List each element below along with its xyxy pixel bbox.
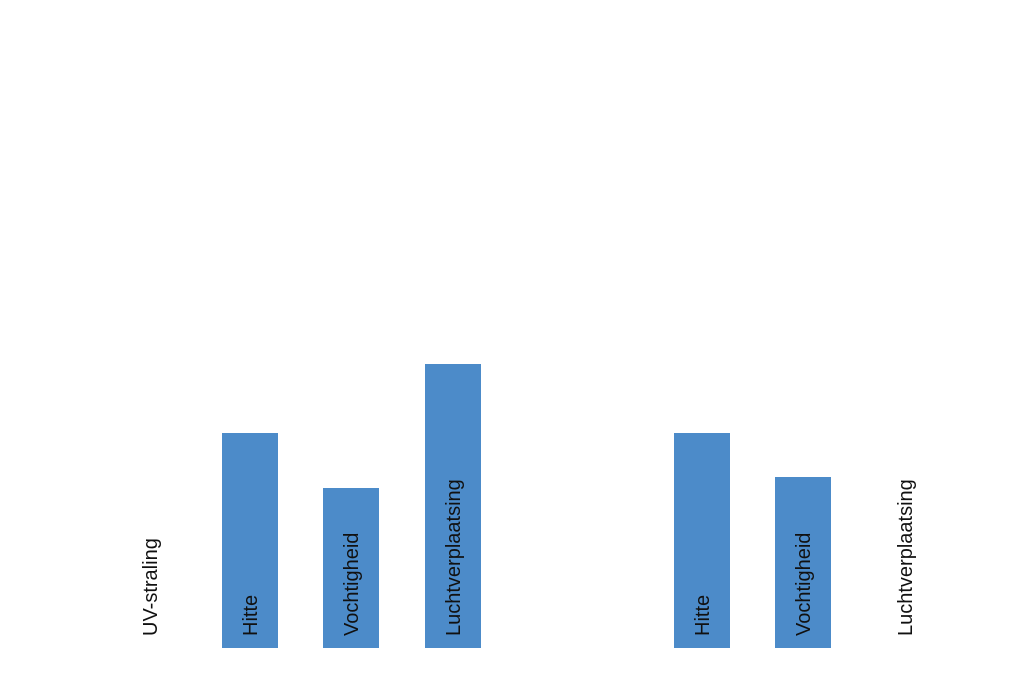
bar-1-0 <box>674 433 730 648</box>
bar-label-1-1: Vochtigheid <box>793 533 815 636</box>
bar-0-2 <box>323 488 379 648</box>
bar-label-0-3: Luchtverplaatsing <box>443 479 465 636</box>
bar-0-3 <box>425 364 481 648</box>
bar-label-1-2: Luchtverplaatsing <box>895 479 917 636</box>
bar-0-1 <box>222 433 278 648</box>
bar-label-1-0: Hitte <box>692 595 714 636</box>
bar-label-0-0: UV-straling <box>140 538 162 636</box>
bar-label-0-2: Vochtigheid <box>341 533 363 636</box>
bar-label-0-1: Hitte <box>240 595 262 636</box>
bar-1-1 <box>775 477 831 648</box>
